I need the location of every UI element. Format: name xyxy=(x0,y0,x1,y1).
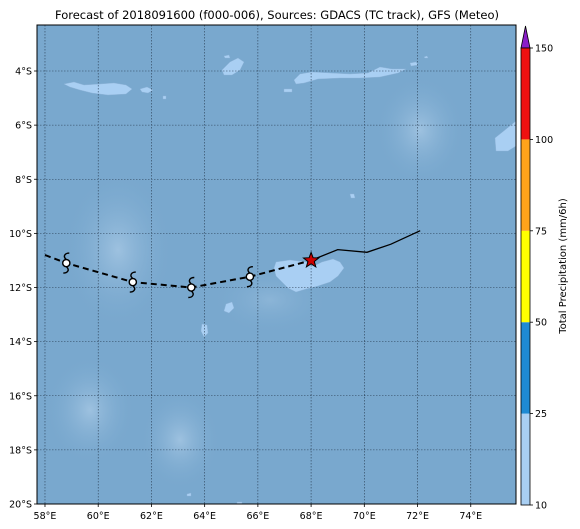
land-island-small-a xyxy=(139,86,154,94)
axis-ticks: 58°E 60°E 62°E 64°E 66°E 68°E 70°E 72°E 74°E 4°S 6… xyxy=(9,67,482,522)
forecast-track-line xyxy=(44,254,312,289)
y-tick-label: 6°S xyxy=(15,121,32,132)
y-tick-label: 20°S xyxy=(9,500,32,511)
cyclone-arm-top xyxy=(63,252,70,261)
cyclone-symbol xyxy=(245,266,255,288)
land-island-north-b xyxy=(223,54,231,59)
land-island-small-c xyxy=(223,301,235,314)
cyclone-arm-bottom xyxy=(246,279,253,288)
land-island-north-e xyxy=(409,61,419,67)
x-tick-label: 58°E xyxy=(34,511,57,522)
land-island-north-d xyxy=(283,88,293,93)
colorbar-segment xyxy=(521,230,530,323)
land-island-small-e xyxy=(186,492,192,497)
cyclone-symbol xyxy=(187,276,196,299)
cyclone-arm-top xyxy=(130,271,136,280)
cyclone-symbol xyxy=(62,252,71,274)
y-tick-label: 14°S xyxy=(9,337,32,348)
colorbar-tick-label: 50 xyxy=(535,318,547,329)
y-tick-label: 18°S xyxy=(9,445,32,456)
cyclone-arm-bottom xyxy=(188,290,194,299)
colorbar-segment xyxy=(521,413,530,505)
x-tick-label: 68°E xyxy=(300,511,323,522)
x-tick-label: 74°E xyxy=(459,511,482,522)
grid-lines xyxy=(37,25,516,504)
past-track-line xyxy=(310,230,421,262)
cyclone-eye xyxy=(245,272,255,282)
cyclone-eye xyxy=(128,277,138,287)
colorbar-segment xyxy=(521,139,530,231)
x-tick-label: 72°E xyxy=(406,511,429,522)
y-tick-label: 10°S xyxy=(9,229,32,240)
cyclone-arm-top xyxy=(188,276,195,285)
current-position-star xyxy=(302,250,321,269)
y-tick-label: 16°S xyxy=(9,391,32,402)
colorbar-tick-label: 150 xyxy=(535,44,553,55)
cyclone-arm-bottom xyxy=(63,266,69,274)
cyclone-eye xyxy=(187,283,196,292)
x-tick-label: 62°E xyxy=(140,511,163,522)
map-area xyxy=(37,25,516,504)
colorbar-segment xyxy=(521,48,530,140)
land-island-small-b xyxy=(349,193,356,199)
land-island-small-d xyxy=(200,323,209,338)
land-island-north-c xyxy=(293,66,407,85)
colorbar-tick-label: 10 xyxy=(535,501,547,512)
map-title: Forecast of 2018091600 (f000-006), Sourc… xyxy=(55,8,499,22)
y-tick-label: 12°S xyxy=(9,283,32,294)
x-tick-label: 60°E xyxy=(87,511,110,522)
colorbar-tick-label: 100 xyxy=(535,135,553,146)
cyclone-eye xyxy=(62,258,71,268)
cyclone-symbol xyxy=(128,271,138,293)
colorbar: 10 25 50 75 100 150 xyxy=(520,25,553,512)
x-tick-label: 64°E xyxy=(193,511,216,522)
y-tick-label: 8°S xyxy=(15,175,32,186)
colorbar-segment xyxy=(521,322,530,414)
cyclone-arm-top xyxy=(247,266,253,274)
map-frame xyxy=(36,24,517,505)
colorbar-tick-label: 25 xyxy=(535,409,547,420)
cyclone-arm-bottom xyxy=(129,285,136,293)
land-island-small-g xyxy=(162,95,167,100)
x-tick-label: 70°E xyxy=(353,511,376,522)
x-tick-label: 66°E xyxy=(246,511,269,522)
colorbar-extend-arrow xyxy=(520,25,531,49)
colorbar-tick-label: 75 xyxy=(535,226,547,237)
precipitation-haze xyxy=(45,75,465,490)
land-island-east xyxy=(494,120,516,152)
land-island-north-f xyxy=(423,55,429,59)
tc-track xyxy=(44,230,421,299)
y-tick-label: 4°S xyxy=(15,67,32,78)
colorbar-label: Total Precipitation (mm/6h) xyxy=(558,198,569,335)
colorbar-frame xyxy=(520,47,531,506)
